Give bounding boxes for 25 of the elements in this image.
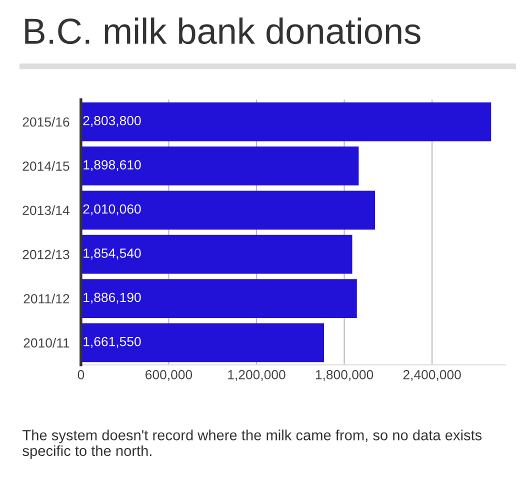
x-tick-label: 1,200,000 <box>228 370 286 381</box>
data-label: 1,661,550 <box>84 336 141 348</box>
data-label: 1,886,190 <box>84 292 141 304</box>
y-tick-label: 2013/14 <box>22 205 70 216</box>
x-tick-label: 2,400,000 <box>403 370 461 381</box>
data-label: 2,010,060 <box>83 204 141 216</box>
data-label: 1,898,610 <box>84 160 141 172</box>
y-tick-label: 2014/15 <box>22 161 70 171</box>
bar <box>80 102 492 142</box>
y-tick-label: 2010/11 <box>24 338 70 348</box>
data-label: 1,854,540 <box>84 248 141 260</box>
data-label: 2,803,800 <box>83 116 141 127</box>
bar <box>80 234 352 274</box>
x-tick-label: 1,800,000 <box>316 370 374 381</box>
bar <box>80 323 324 362</box>
bar <box>80 190 375 230</box>
x-tick-label: 0 <box>78 370 84 380</box>
chart-title: B.C. milk bank donations <box>25 18 420 44</box>
y-tick-label: 2012/13 <box>22 250 70 260</box>
y-tick-label: 2011/12 <box>24 294 70 304</box>
y-tick-label: 2015/16 <box>22 116 70 127</box>
bar <box>80 146 359 186</box>
text: The system doesn't record where the milk came from, so no data exists specific to the north. <box>22 430 482 459</box>
x-tick-label: 600,000 <box>146 370 192 381</box>
bar <box>80 279 357 318</box>
